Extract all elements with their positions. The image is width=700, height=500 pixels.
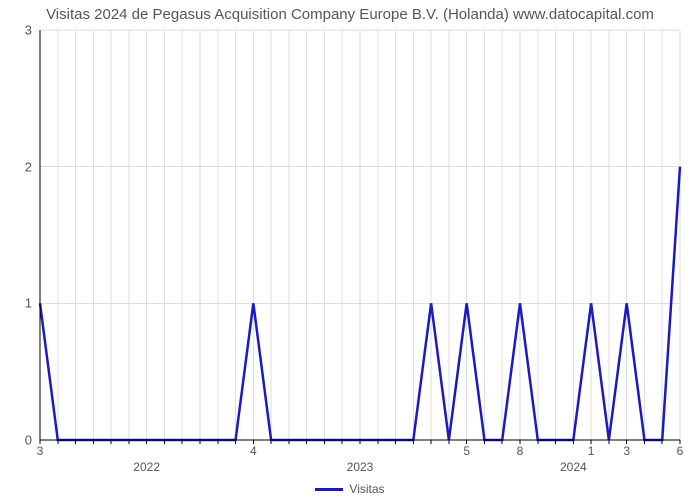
x-tick-label: 3 [623,444,630,458]
y-tick-label: 3 [8,23,32,38]
chart-container: Visitas 2024 de Pegasus Acquisition Comp… [0,0,700,500]
x-year-label: 2022 [133,460,160,474]
x-year-label: 2024 [560,460,587,474]
x-year-label: 2023 [347,460,374,474]
x-tick-label: 5 [463,444,470,458]
legend-label: Visitas [349,482,384,496]
y-tick-label: 0 [8,433,32,448]
y-tick-label: 1 [8,296,32,311]
chart-title: Visitas 2024 de Pegasus Acquisition Comp… [0,6,700,23]
x-tick-label: 6 [677,444,684,458]
x-tick-label: 3 [37,444,44,458]
x-tick-label: 8 [517,444,524,458]
legend: Visitas [0,482,700,496]
chart-svg [40,30,680,440]
x-tick-label: 4 [250,444,257,458]
x-tick-label: 1 [588,444,595,458]
plot-area [40,30,680,440]
legend-swatch [315,488,343,491]
y-tick-label: 2 [8,159,32,174]
